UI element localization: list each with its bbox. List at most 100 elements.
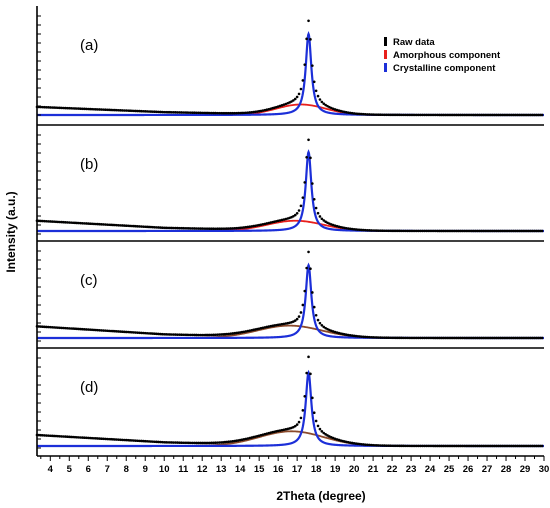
raw-data-point: [409, 336, 413, 340]
raw-data-point: [236, 111, 240, 115]
raw-data-point: [474, 336, 477, 340]
raw-data-point: [428, 336, 432, 340]
raw-data-point: [221, 227, 225, 230]
raw-data-point: [235, 331, 238, 335]
raw-data-point: [229, 440, 232, 443]
raw-data-point: [499, 113, 502, 117]
raw-data-point: [233, 226, 236, 230]
raw-data-point: [502, 444, 506, 448]
raw-data-point: [481, 336, 485, 340]
panel-4: (d): [35, 355, 544, 448]
raw-data-point: [94, 328, 98, 332]
raw-data-point: [191, 111, 195, 114]
raw-data-point: [480, 444, 483, 448]
raw-data-point: [208, 333, 212, 337]
raw-data-point: [242, 111, 246, 115]
raw-data-point: [417, 336, 420, 340]
raw-data-point: [214, 333, 217, 337]
raw-data-point: [132, 224, 136, 228]
raw-data-point: [295, 211, 299, 215]
raw-data-point: [366, 335, 369, 339]
raw-data-point: [314, 89, 318, 93]
raw-data-point: [527, 444, 531, 448]
raw-data-point: [75, 435, 79, 439]
raw-data-point: [142, 225, 145, 228]
raw-data-point: [464, 229, 468, 233]
raw-data-point: [487, 113, 491, 117]
raw-data-point: [535, 229, 538, 233]
raw-data-point: [123, 109, 126, 112]
x-tick-label: 18: [311, 464, 322, 475]
raw-data-point: [434, 229, 438, 233]
raw-data-point: [45, 105, 48, 109]
raw-data-point: [512, 113, 515, 117]
raw-data-point: [37, 325, 41, 328]
raw-data-point: [386, 336, 390, 340]
raw-data-point: [480, 229, 483, 233]
raw-data-point: [352, 112, 356, 115]
raw-data-point: [62, 220, 65, 224]
raw-data-point: [233, 331, 236, 335]
raw-data-point: [159, 332, 162, 336]
raw-data-point: [489, 229, 493, 233]
raw-data-point: [183, 111, 187, 114]
raw-data-point: [231, 439, 234, 443]
legend: Raw data Amorphous component Crystalline c…: [384, 37, 501, 74]
raw-data-point: [299, 87, 303, 91]
raw-data-point: [398, 229, 401, 233]
raw-data-point: [438, 113, 441, 117]
raw-data-point: [500, 113, 504, 117]
raw-data-point: [436, 113, 439, 117]
raw-data-point: [161, 226, 164, 229]
raw-data-point: [206, 441, 210, 445]
raw-data-point: [445, 113, 449, 117]
raw-data-point: [143, 439, 147, 443]
raw-data-point: [161, 332, 164, 336]
raw-data-point: [138, 439, 141, 443]
raw-data-point: [162, 110, 166, 114]
raw-data-point: [242, 226, 246, 229]
raw-data-point: [453, 113, 457, 117]
raw-data-point: [60, 106, 63, 110]
raw-data-point: [162, 333, 166, 336]
raw-data-point: [128, 224, 132, 228]
raw-data-point: [292, 215, 295, 218]
raw-data-point: [100, 329, 103, 332]
raw-data-point: [130, 224, 134, 228]
raw-data-point: [299, 204, 303, 208]
raw-data-point: [481, 113, 485, 117]
raw-data-point: [483, 444, 487, 448]
raw-data-point: [386, 444, 390, 447]
raw-data-point: [413, 229, 417, 233]
raw-data-point: [495, 444, 498, 448]
raw-data-point: [364, 443, 367, 446]
raw-data-point: [518, 229, 521, 233]
raw-data-point: [45, 325, 48, 329]
raw-data-point: [385, 229, 388, 233]
raw-data-point: [312, 80, 316, 84]
raw-data-point: [318, 215, 322, 218]
raw-data-point: [71, 327, 75, 330]
raw-data-point: [225, 227, 229, 230]
raw-data-point: [464, 444, 468, 448]
raw-data-point: [138, 331, 141, 335]
raw-data-point: [392, 229, 396, 233]
raw-data-point: [64, 435, 67, 438]
raw-data-point: [73, 221, 77, 225]
raw-data-point: [166, 333, 170, 336]
raw-data-point: [147, 440, 151, 443]
raw-data-point: [168, 110, 172, 114]
raw-data-point: [235, 111, 238, 115]
raw-data-point: [52, 434, 56, 438]
raw-data-point: [75, 107, 79, 110]
raw-data-point: [111, 438, 115, 441]
raw-data-point: [396, 444, 400, 448]
raw-data-point: [208, 227, 212, 230]
panel-3: (c): [35, 250, 544, 340]
raw-data-point: [455, 229, 458, 233]
raw-data-point: [368, 335, 371, 339]
raw-data-point: [381, 444, 384, 447]
raw-data-point: [71, 221, 75, 225]
raw-data-point: [105, 437, 109, 441]
raw-data-point: [86, 436, 90, 440]
